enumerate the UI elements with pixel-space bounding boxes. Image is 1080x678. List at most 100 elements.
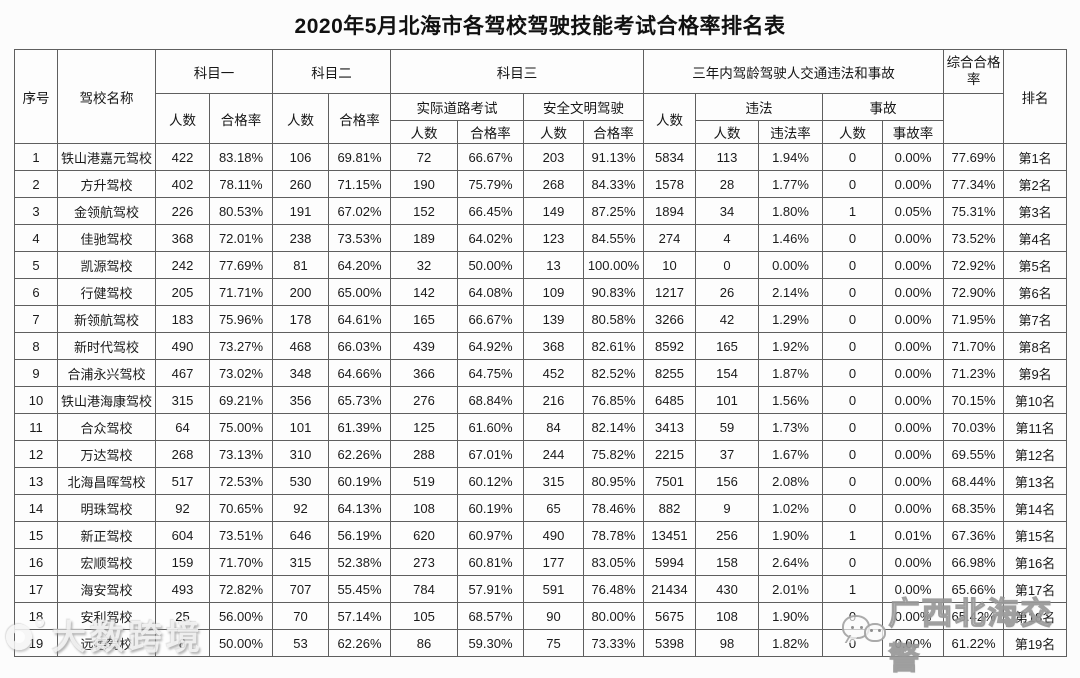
cell-school-name: 远德驾校	[57, 629, 156, 657]
cell-s3-safe-rate: 90.83%	[583, 278, 644, 306]
cell-violation-rate: 0.00%	[758, 251, 823, 279]
cell-3yr-count: 8592	[643, 332, 696, 360]
cell-accident-count: 0	[822, 629, 883, 657]
cell-school-name: 宏顺驾校	[57, 548, 156, 576]
cell-s1-count: 92	[155, 494, 210, 522]
cell-s1-rate: 72.01%	[209, 224, 273, 252]
table-row: 3 金领航驾校 226 80.53% 191 67.02% 152 66.45% 149 87.2…	[14, 197, 1068, 225]
cell-accident-rate: 0.00%	[881, 494, 945, 522]
cell-violation-count: 34	[695, 197, 759, 225]
header-accident: 事故	[821, 93, 945, 121]
cell-accident-rate: 0.00%	[881, 359, 945, 387]
cell-s1-rate: 72.82%	[209, 575, 273, 603]
header-subject3: 科目三	[390, 49, 644, 94]
cell-s3-road-count: 165	[390, 305, 458, 333]
cell-s3-road-rate: 59.30%	[457, 629, 524, 657]
cell-s3-road-rate: 60.12%	[457, 467, 524, 495]
table-row: 17 海安驾校 493 72.82% 707 55.45% 784 57.91% 591 76.4…	[14, 575, 1068, 603]
cell-s2-rate: 73.53%	[328, 224, 391, 252]
cell-violation-rate: 1.92%	[758, 332, 823, 360]
header-s2-rate: 合格率	[328, 93, 391, 144]
cell-violation-rate: 1.94%	[758, 143, 823, 171]
cell-violation-rate: 1.02%	[758, 494, 823, 522]
cell-s2-count: 70	[272, 602, 329, 630]
cell-index: 17	[14, 575, 58, 603]
cell-violation-count: 37	[695, 440, 759, 468]
cell-overall-rate: 70.15%	[943, 386, 1005, 414]
cell-violation-rate: 1.90%	[758, 521, 823, 549]
cell-s1-count: 517	[155, 467, 210, 495]
cell-s3-road-count: 105	[390, 602, 458, 630]
cell-violation-rate: 2.64%	[758, 548, 823, 576]
cell-violation-rate: 1.82%	[758, 629, 823, 657]
cell-school-name: 凯源驾校	[57, 251, 156, 279]
cell-s3-road-rate: 50.00%	[457, 251, 524, 279]
cell-violation-rate: 1.90%	[758, 602, 823, 630]
cell-s1-count: 8	[155, 629, 210, 657]
cell-accident-count: 0	[822, 278, 883, 306]
cell-violation-rate: 1.29%	[758, 305, 823, 333]
cell-s3-safe-count: 149	[523, 197, 584, 225]
cell-accident-count: 1	[822, 521, 883, 549]
cell-3yr-count: 274	[643, 224, 696, 252]
cell-violation-rate: 1.73%	[758, 413, 823, 441]
cell-violation-count: 256	[695, 521, 759, 549]
cell-rank: 第19名	[1003, 629, 1068, 657]
cell-s3-safe-rate: 91.13%	[583, 143, 644, 171]
cell-rank: 第3名	[1003, 197, 1068, 225]
table-row: 2 方升驾校 402 78.11% 260 71.15% 190 75.79% 268 84.33…	[14, 170, 1068, 198]
cell-rank: 第13名	[1003, 467, 1068, 495]
cell-school-name: 方升驾校	[57, 170, 156, 198]
cell-violation-rate: 1.67%	[758, 440, 823, 468]
cell-rank: 第14名	[1003, 494, 1068, 522]
cell-rank: 第4名	[1003, 224, 1068, 252]
cell-violation-count: 154	[695, 359, 759, 387]
cell-s1-count: 402	[155, 170, 210, 198]
cell-index: 4	[14, 224, 58, 252]
cell-s2-count: 101	[272, 413, 329, 441]
cell-s3-safe-rate: 80.58%	[583, 305, 644, 333]
cell-rank: 第8名	[1003, 332, 1068, 360]
cell-violation-count: 158	[695, 548, 759, 576]
cell-s2-rate: 61.39%	[328, 413, 391, 441]
cell-rank: 第10名	[1003, 386, 1068, 414]
cell-overall-rate: 67.36%	[943, 521, 1005, 549]
cell-s3-safe-count: 139	[523, 305, 584, 333]
cell-s2-count: 200	[272, 278, 329, 306]
cell-index: 16	[14, 548, 58, 576]
cell-s3-road-count: 152	[390, 197, 458, 225]
cell-s3-safe-count: 216	[523, 386, 584, 414]
cell-s3-safe-count: 591	[523, 575, 584, 603]
cell-3yr-count: 2215	[643, 440, 696, 468]
cell-s3-road-rate: 64.92%	[457, 332, 524, 360]
cell-accident-rate: 0.00%	[881, 224, 945, 252]
cell-index: 6	[14, 278, 58, 306]
cell-accident-count: 0	[822, 494, 883, 522]
cell-s3-safe-count: 244	[523, 440, 584, 468]
cell-s3-road-rate: 60.19%	[457, 494, 524, 522]
cell-s2-rate: 66.03%	[328, 332, 391, 360]
cell-violation-count: 26	[695, 278, 759, 306]
cell-accident-rate: 0.00%	[881, 170, 945, 198]
cell-s3-safe-count: 84	[523, 413, 584, 441]
cell-s1-rate: 77.69%	[209, 251, 273, 279]
cell-s1-rate: 73.02%	[209, 359, 273, 387]
cell-accident-rate: 0.00%	[881, 602, 945, 630]
cell-accident-rate: 0.05%	[881, 197, 945, 225]
cell-s1-count: 183	[155, 305, 210, 333]
cell-school-name: 佳驰驾校	[57, 224, 156, 252]
table-row: 15 新正驾校 604 73.51% 646 56.19% 620 60.97% 490 78.7…	[14, 521, 1068, 549]
cell-overall-rate: 61.22%	[943, 629, 1005, 657]
cell-3yr-count: 21434	[643, 575, 696, 603]
cell-s3-safe-rate: 76.48%	[583, 575, 644, 603]
cell-overall-rate: 73.52%	[943, 224, 1005, 252]
cell-overall-rate: 77.69%	[943, 143, 1005, 171]
cell-violation-count: 28	[695, 170, 759, 198]
cell-s2-rate: 65.73%	[328, 386, 391, 414]
cell-accident-rate: 0.00%	[881, 143, 945, 171]
cell-school-name: 新领航驾校	[57, 305, 156, 333]
cell-s3-road-rate: 60.97%	[457, 521, 524, 549]
cell-s1-count: 368	[155, 224, 210, 252]
cell-s3-safe-rate: 73.33%	[583, 629, 644, 657]
